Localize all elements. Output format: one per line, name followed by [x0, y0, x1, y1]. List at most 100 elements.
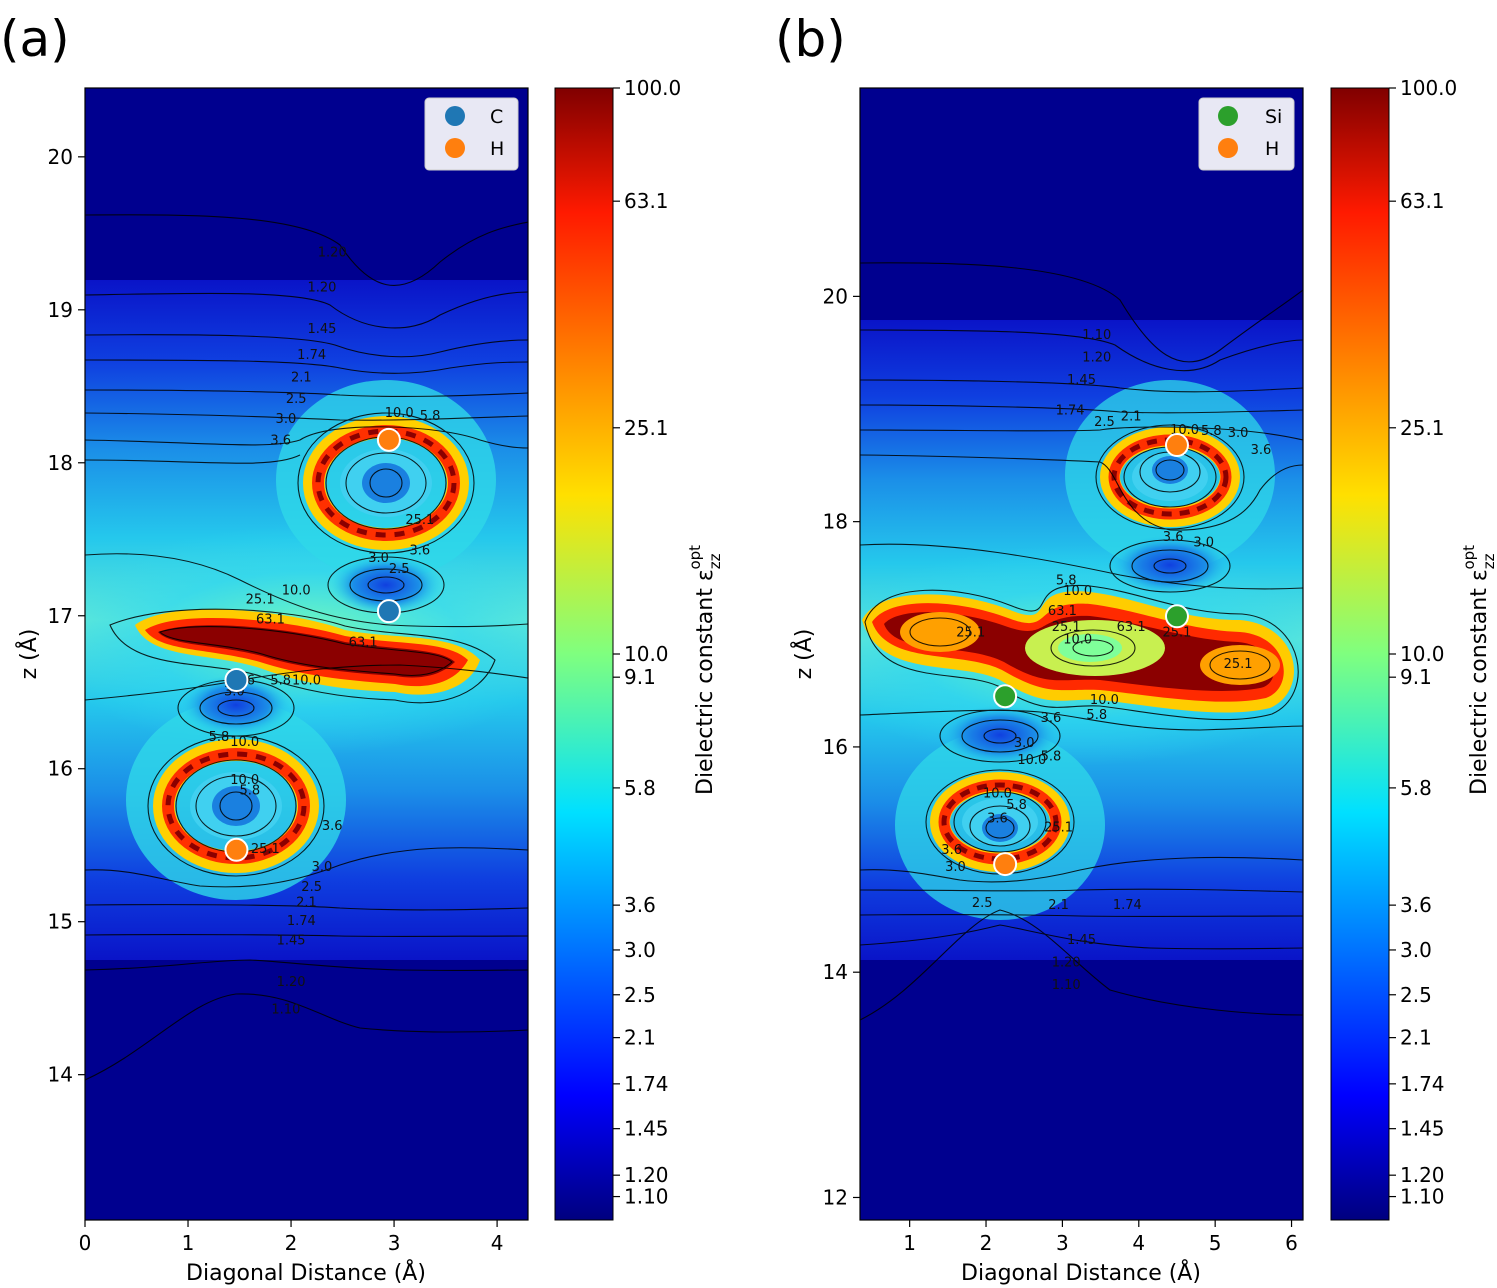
colorbar-tick-label: 3.0: [1400, 938, 1432, 962]
panel-a-tag: (a): [0, 10, 70, 68]
panel-b-colorbar: 100.0 63.1 25.1 10.09.1 5.8 3.6 3.0 2.5 2.1 1.74 1…: [1330, 76, 1497, 1221]
panel-a-heatmap: 1.201.201.451.742.12.53.03.610.0 5.825.13…: [85, 88, 528, 1220]
contour-label: 3.6: [409, 544, 430, 559]
contour-label: 10.0: [282, 583, 311, 598]
contour-label: 2.1: [1121, 409, 1142, 424]
contour-label: 63.1: [349, 635, 378, 650]
colorbar-tick-label: 25.1: [624, 416, 669, 440]
legend-h-label-b: H: [1265, 138, 1279, 160]
legend-c-label: C: [490, 106, 503, 128]
contour-label: 10.0: [1090, 693, 1119, 708]
panel-b-ylabel: z (Å): [790, 629, 817, 680]
contour-label: 2.5: [389, 562, 410, 577]
atom-si-marker: [1164, 604, 1189, 629]
contour-label: 5.8: [1056, 574, 1077, 589]
panel-b-colorbar-ticks: 100.0 63.1 25.1 10.09.1 5.8 3.6 3.0 2.5 2.1 1.74 1…: [1389, 76, 1457, 1209]
contour-label: 1.20: [318, 245, 347, 260]
contour-label: 1.20: [1052, 956, 1081, 971]
contour-label: 1.74: [297, 348, 326, 363]
y-tick-label: 17: [48, 604, 73, 628]
contour-label: 1.20: [1082, 351, 1111, 366]
legend-si-label: Si: [1265, 106, 1282, 128]
colorbar-tick-label: 1.74: [624, 1072, 669, 1096]
panel-b: (b): [775, 10, 1497, 1286]
y-tick-label: 16: [823, 735, 848, 759]
colorbar-tick-label: 3.0: [624, 938, 656, 962]
panel-a-legend: C H: [424, 97, 519, 171]
colorbar-tick-label: 2.1: [1400, 1026, 1432, 1050]
y-tick-label: 20: [823, 284, 848, 308]
x-tick-label: 2: [980, 1231, 993, 1255]
contour-label: 1.74: [287, 914, 316, 929]
contour-label: 5.8: [239, 784, 260, 799]
x-tick-label: 4: [491, 1231, 504, 1255]
contour-label: 2.5: [286, 392, 307, 407]
contour-label: 25.1: [246, 593, 275, 608]
contour-label: 3.6: [987, 811, 1008, 826]
contour-label: 3.6: [1163, 530, 1184, 545]
colorbar-tick-label: 2.5: [1400, 983, 1432, 1007]
contour-label: 5.8: [1086, 708, 1107, 723]
atom-h-marker: [376, 427, 401, 452]
colorbar-tick-label: 1.10: [1400, 1185, 1445, 1209]
contour-label: 3.0: [312, 860, 333, 875]
y-tick-label: 14: [823, 960, 848, 984]
contour-label: 3.6: [941, 843, 962, 858]
contour-label: 10.0: [983, 787, 1012, 802]
contour-label: 25.1: [1044, 820, 1073, 835]
contour-label: 3.0: [1014, 736, 1035, 751]
colorbar-tick-label: 63.1: [624, 189, 669, 213]
contour-label: 1.10: [1052, 978, 1081, 993]
y-tick-label: 15: [48, 910, 73, 934]
panel-a-colorbar-label: Dielectric constant εzzopt: [686, 545, 724, 795]
panel-a-atoms: [224, 427, 401, 862]
contour-label: 3.0: [276, 412, 297, 427]
colorbar-tick-label: 3.6: [624, 893, 656, 917]
colorbar-tick-label: 100.0: [624, 76, 681, 100]
legend-h-marker: [445, 138, 465, 158]
colorbar-tick-label: 10.0: [1400, 642, 1445, 666]
contour-label: 5.8: [1006, 798, 1027, 813]
panel-a-frame: [84, 87, 529, 1221]
atom-c-marker: [224, 668, 249, 693]
contour-label: 2.1: [1048, 898, 1069, 913]
colorbar-tick-label: 10.0: [624, 642, 669, 666]
contour-label: 5.8: [209, 730, 230, 745]
y-tick-label: 18: [823, 510, 848, 534]
contour-label: 10.0: [292, 674, 321, 689]
panel-b-legend: Si H: [1198, 97, 1295, 171]
contour-label: 1.74: [1056, 404, 1085, 419]
contour-label: 25.1: [1224, 657, 1253, 672]
contour-label: 1.20: [277, 975, 306, 990]
panel-a-colorbar-ticks: 100.0 63.1 25.1 10.09.1 5.8 3.6 3.0 2.5 2.1 1.74 1…: [613, 76, 681, 1209]
y-tick-label: 20: [48, 145, 73, 169]
contour-label: 25.1: [251, 842, 280, 857]
panel-a-xlabel: Diagonal Distance (Å): [186, 1259, 426, 1286]
contour-label: 2.1: [291, 371, 312, 386]
contour-label: 3.6: [322, 819, 343, 834]
colorbar-tick-label: 9.1: [624, 665, 656, 689]
panel-a-colorbar: 100.0 63.1 25.1 10.09.1 5.8 3.6 3.0 2.5 2.1 1.74 1…: [554, 76, 724, 1221]
atom-h-marker: [224, 837, 249, 862]
legend-c-marker: [445, 106, 465, 126]
atom-c-marker: [376, 599, 401, 624]
y-tick-label: 14: [48, 1063, 73, 1087]
colorbar-tick-label: 25.1: [1400, 416, 1445, 440]
legend-si-marker: [1218, 106, 1238, 126]
contour-label: 10.0: [1063, 584, 1092, 599]
contour-label: 2.5: [972, 896, 993, 911]
contour-label: 3.0: [1228, 426, 1249, 441]
contour-label: 1.45: [307, 322, 336, 337]
colorbar-tick-label: 100.0: [1400, 76, 1457, 100]
contour-label: 3.6: [1041, 711, 1062, 726]
x-tick-label: 1: [903, 1231, 916, 1255]
panel-a-contour-labels: 1.201.201.451.742.12.53.03.610.0 5.825.13…: [209, 245, 441, 1017]
y-tick-label: 12: [823, 1185, 848, 1209]
colorbar-tick-label: 63.1: [1400, 189, 1445, 213]
colorbar-tick-label: 1.45: [1400, 1117, 1445, 1141]
colorbar-tick-label: 5.8: [624, 776, 656, 800]
contour-label: 10.0: [230, 735, 259, 750]
contour-label: 25.1: [1052, 620, 1081, 635]
